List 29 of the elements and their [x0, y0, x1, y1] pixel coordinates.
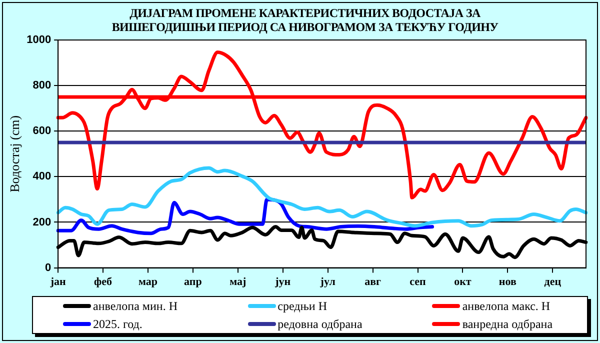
legend-label: ванредна одбрана [462, 316, 553, 332]
y-tick-label: 1000 [26, 34, 52, 46]
legend-label: 2025. год. [93, 316, 142, 332]
legend-label: редовна одбрана [278, 316, 362, 332]
x-tick-label: окт [454, 276, 472, 288]
y-tick-label: 400 [32, 170, 52, 183]
legend-label: анвелопа макс. H [462, 298, 550, 314]
x-tick-label: нов [498, 276, 516, 288]
x-tick-label: авг [364, 276, 382, 288]
line-series [56, 198, 434, 236]
y-axis-title: Водостај (cm) [7, 115, 22, 192]
y-tick-label: 800 [32, 80, 52, 92]
x-tick-label: сеп [410, 276, 427, 288]
x-tick-label: мај [230, 276, 246, 288]
y-tick-label: 0 [44, 262, 52, 274]
x-tick-label: апр [184, 276, 202, 288]
y-tick-label: 600 [32, 125, 52, 138]
chart-title: ДИЈАГРАМ ПРОМЕНЕ КАРАКТЕРИСТИЧНИХ ВОДОСТАЈА ЗА ВИШЕГОДИШЊИ ПЕРИОД СА НИВОГРАМОМ ЗА ТЕКУЋУ ГОДИНУ [110, 6, 500, 34]
legend-label: анвелопа мин. H [93, 298, 178, 314]
line-series [56, 50, 588, 200]
x-tick-label: јул [319, 276, 336, 288]
x-tick-label: јун [274, 276, 292, 288]
x-tick-label: дец [544, 276, 562, 288]
legend-label: средњи H [278, 298, 328, 314]
y-tick-label: 200 [32, 216, 52, 228]
x-tick-label: јан [49, 276, 66, 288]
x-tick-label: феб [94, 276, 113, 288]
x-tick-label: мар [138, 276, 158, 288]
line-series [56, 166, 588, 228]
